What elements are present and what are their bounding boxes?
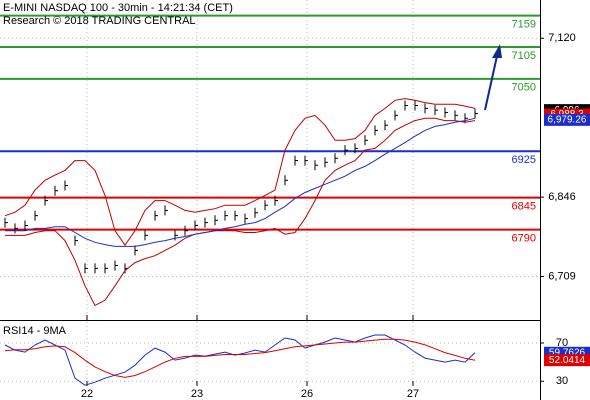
price-tag	[544, 354, 590, 367]
chart-title: E-MINI NASDAQ 100 - 30min - 14:21:34 (CE…	[3, 2, 233, 14]
series-line	[4, 338, 476, 378]
series-line	[5, 117, 476, 247]
y-tick-label: 7,120	[548, 32, 576, 44]
level-label: 7105	[512, 50, 536, 62]
arrow-head	[492, 44, 502, 58]
series-line	[4, 98, 476, 247]
price-tag	[544, 113, 590, 126]
forecast-arrow	[484, 55, 498, 111]
y-tick-label: 6,846	[548, 191, 576, 203]
level-label: 7050	[512, 82, 536, 94]
price-tag-label: 59.7626	[549, 347, 586, 358]
panel-title: RSI14 - 9MA	[3, 325, 67, 337]
y-tick-label: 30	[556, 375, 568, 387]
x-tick-label: 23	[191, 388, 203, 400]
chart-subtitle: Research © 2018 TRADING CENTRAL	[3, 15, 196, 27]
level-label: 6790	[512, 232, 536, 244]
price-tag-label: 6,979.26	[548, 114, 587, 125]
x-tick-label: 26	[301, 388, 313, 400]
level-label: 6845	[512, 201, 536, 213]
series-line	[5, 117, 476, 307]
y-tick-label: 6,709	[548, 270, 576, 282]
x-tick-label: 22	[81, 388, 93, 400]
level-label: 6925	[512, 154, 536, 166]
price-tag-label: 52.0414	[549, 355, 586, 366]
y-tick-label: 70	[556, 337, 568, 349]
x-tick-label: 27	[407, 388, 419, 400]
level-label: 7159	[512, 19, 536, 31]
